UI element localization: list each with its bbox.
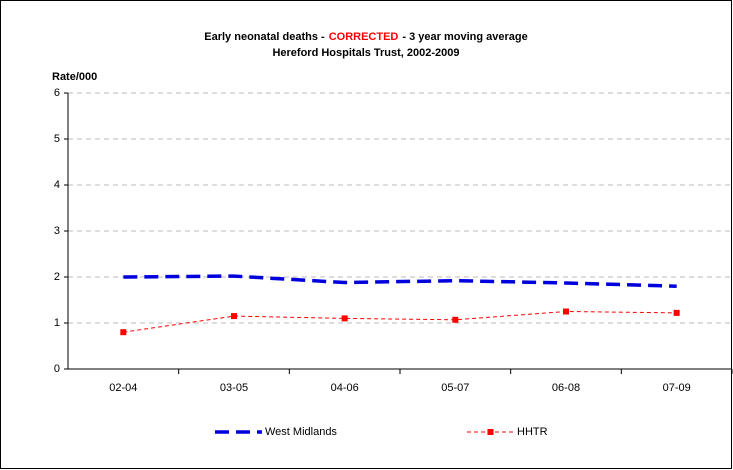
title-part: Early neonatal deaths - [204,31,325,43]
series-line [123,274,677,288]
chart-subtitle: Hereford Hospitals Trust, 2002-2009 [272,47,459,59]
x-tick-label: 07-09 [663,382,691,394]
y-tick-label: 4 [54,179,60,191]
title-part: CORRECTED [329,31,399,43]
y-tick-label: 5 [54,133,60,145]
point-marker [452,316,459,323]
point-marker [231,313,237,320]
point-marker [120,329,127,336]
y-axis-label: Rate/000 [52,71,97,83]
y-tick-label: 0 [54,363,60,375]
y-tick-label: 2 [54,271,60,283]
series-line [123,310,677,333]
x-tick-label: 06-08 [552,382,580,394]
x-tick-label: 05-07 [441,382,469,394]
point-marker [563,308,569,315]
x-tick-label: 03-05 [220,382,248,394]
x-tick-label: 02-04 [109,382,137,394]
legend-marker [487,429,494,435]
legend-label: West Midlands [265,426,337,438]
point-marker [341,315,348,322]
legend-label: HHTR [517,426,548,438]
title-part: - 3 year moving average [402,31,527,43]
chart-title: Early neonatal deaths - CORRECTED - 3 year… [204,31,527,43]
y-tick-label: 3 [54,225,60,237]
y-tick-label: 6 [54,87,60,99]
y-tick-label: 1 [54,317,60,329]
x-tick-label: 04-06 [331,382,359,394]
point-marker [673,309,680,316]
